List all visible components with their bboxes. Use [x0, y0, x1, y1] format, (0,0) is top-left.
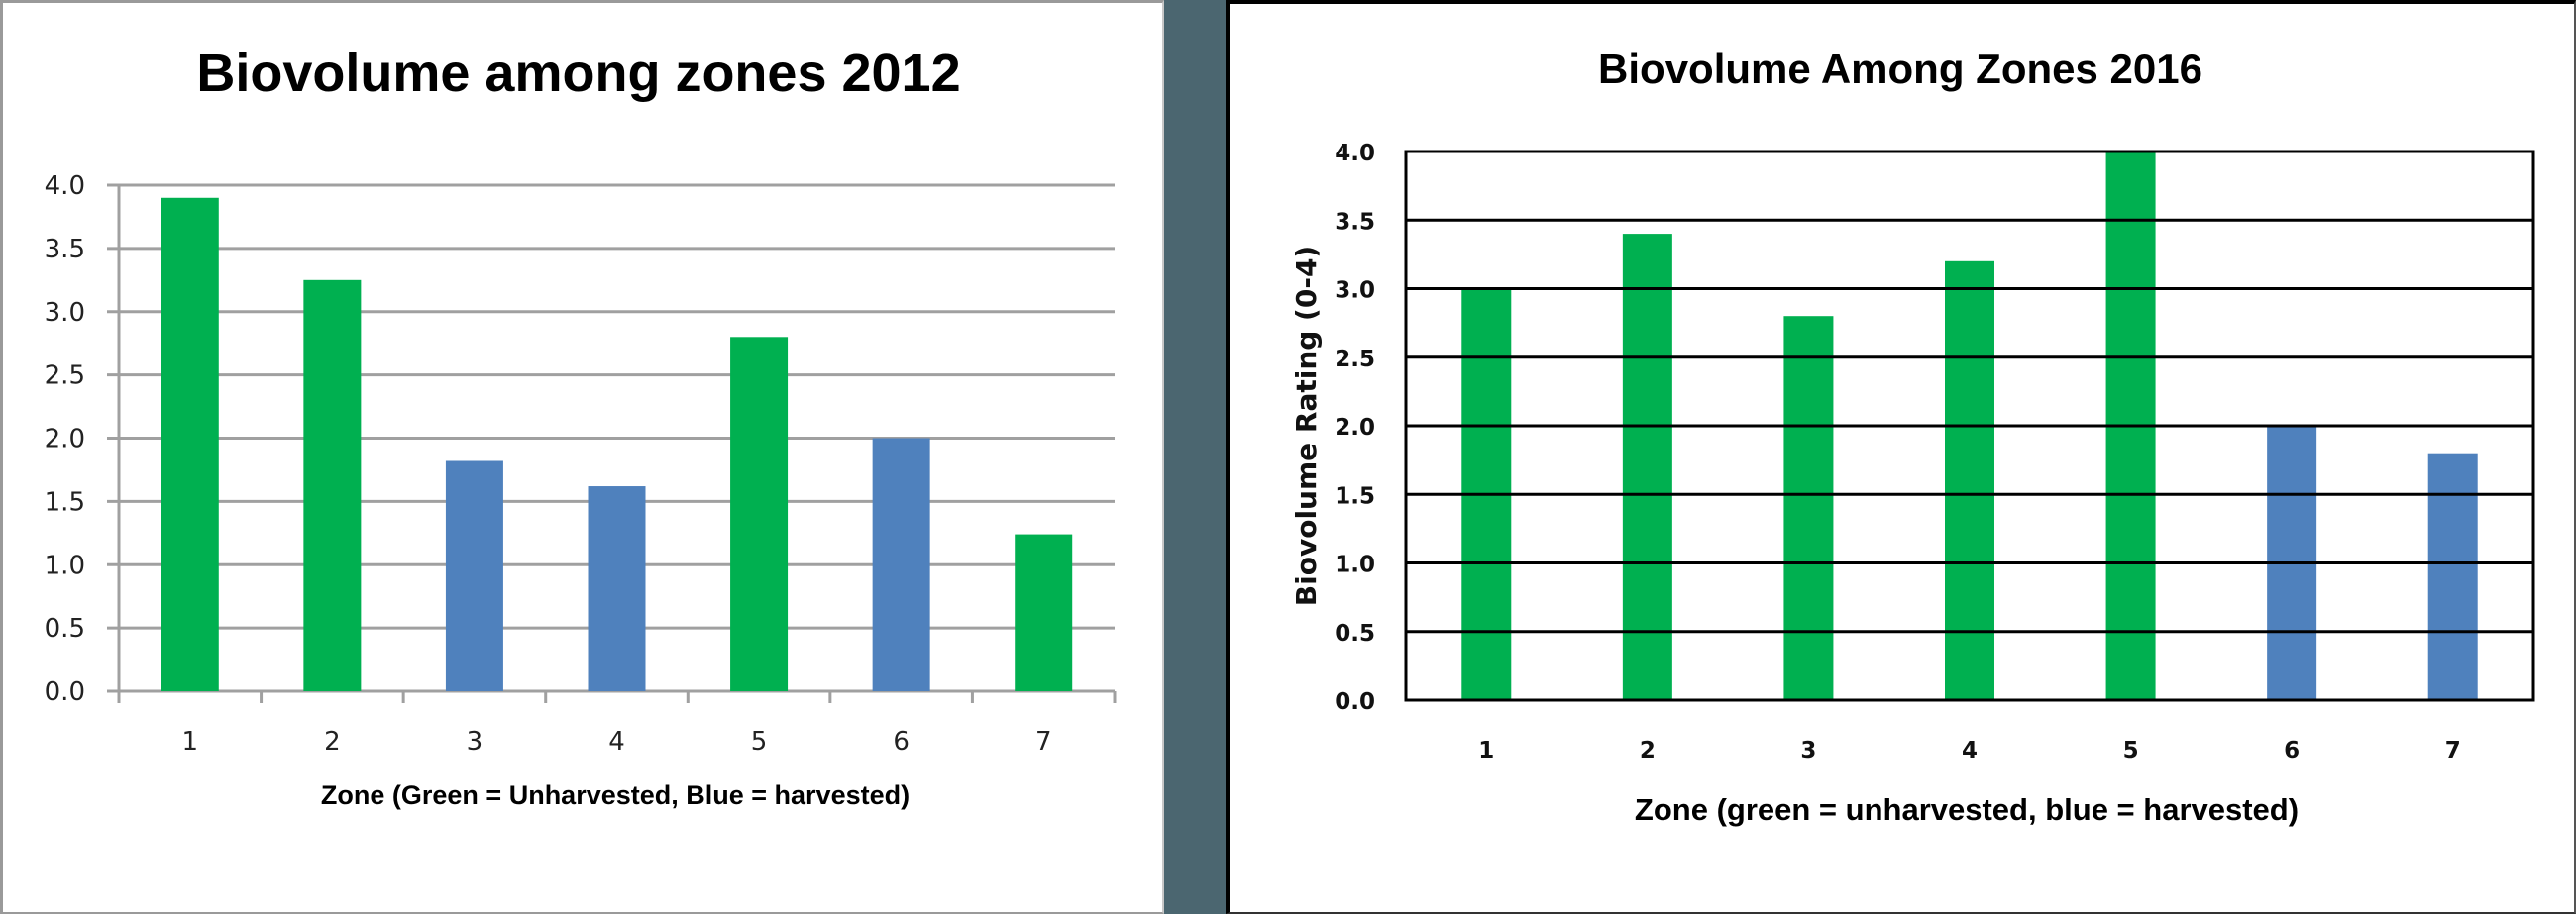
y-tick-label: 4.0	[1335, 141, 1375, 166]
x-tick-labels-2016: 1 2 3 4 5 6 7	[1478, 738, 2460, 763]
y-tick-label: 1.0	[1335, 553, 1375, 578]
y-tick-label: 2.0	[1335, 415, 1375, 441]
x-tick-label: 3	[467, 727, 483, 757]
y-tick-label: 0.5	[45, 614, 85, 644]
gridlines-2016	[1404, 150, 2535, 702]
y-tick-label: 2.5	[1335, 347, 1375, 372]
y-tick-label: 1.5	[1335, 483, 1375, 509]
x-tick-label: 5	[2123, 738, 2139, 763]
y-tick-label: 2.0	[45, 425, 85, 455]
chart-title-2016: Biovolume Among Zones 2016	[1598, 46, 2202, 92]
y-tick-labels-2012: 0.0 0.5 1.0 1.5 2.0 2.5 3.0 3.5 4.0	[45, 171, 85, 707]
x-tick-label: 5	[751, 727, 768, 757]
x-tick-label: 4	[608, 727, 625, 757]
x-axis-title-2016: Zone (green = unharvested, blue = harves…	[1635, 792, 2299, 827]
bars-2012	[161, 197, 1073, 691]
y-tick-label: 1.0	[45, 551, 85, 580]
y-tick-label: 2.5	[45, 361, 85, 391]
bar-zone-2	[1622, 234, 1672, 700]
x-tick-label: 4	[1962, 738, 1978, 763]
x-tick-label: 7	[2445, 738, 2461, 763]
bar-zone-4	[1945, 260, 1994, 700]
plot-area-border	[1404, 150, 2535, 702]
x-tick-label: 1	[182, 727, 199, 757]
bar-zone-7	[1015, 534, 1073, 691]
bar-zone-3	[445, 460, 503, 691]
bar-zone-2	[303, 279, 362, 691]
axes-2012	[117, 185, 1117, 703]
y-axis-title-2016: Biovolume Rating (0-4)	[1290, 246, 1323, 606]
y-tick-label: 3.5	[45, 235, 85, 264]
x-tick-label: 6	[893, 727, 910, 757]
y-tick-label: 3.0	[1335, 278, 1375, 304]
x-tick-label: 1	[1478, 738, 1494, 763]
y-tick-labels-2016: 0.0 0.5 1.0 1.5 2.0 2.5 3.0 3.5 4.0	[1335, 141, 1375, 715]
x-tick-labels-2012: 1 2 3 4 5 6 7	[182, 727, 1052, 757]
bar-zone-6	[872, 438, 930, 691]
y-tick-label: 3.5	[1335, 209, 1375, 235]
y-tick-label: 0.0	[45, 677, 85, 707]
x-axis-title-2012: Zone (Green = Unharvested, Blue = harves…	[321, 780, 910, 810]
bar-zone-5	[730, 337, 789, 691]
y-tick-label: 0.0	[1335, 689, 1375, 715]
bar-zone-7	[2427, 453, 2478, 700]
x-tick-label: 7	[1035, 727, 1052, 757]
x-tick-label: 3	[1800, 738, 1816, 763]
bar-zone-3	[1783, 316, 1834, 700]
y-tick-label: 3.0	[45, 298, 85, 328]
y-tick-label: 1.5	[45, 487, 85, 517]
x-tick-label: 6	[2284, 738, 2300, 763]
bar-zone-1	[161, 197, 219, 691]
y-tick-label: 0.5	[1335, 621, 1375, 647]
chart-2012: Biovolume among zones 2012 0.0 0.5 1.0 1.5 2…	[45, 44, 1117, 810]
y-tick-label: 4.0	[45, 171, 85, 201]
x-tick-label: 2	[1640, 738, 1656, 763]
chart-title-2012: Biovolume among zones 2012	[196, 44, 960, 103]
x-tick-label: 2	[324, 727, 341, 757]
bar-zone-4	[588, 486, 646, 691]
